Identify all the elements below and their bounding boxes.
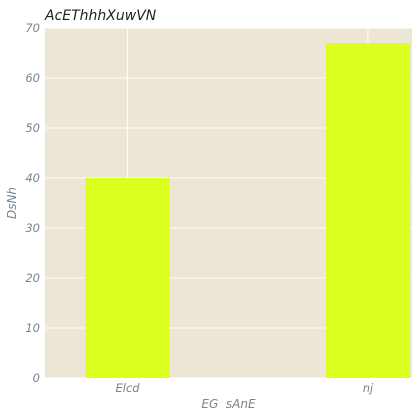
y-tick-label: 60 bbox=[25, 71, 40, 85]
y-axis-label: DsNh bbox=[5, 187, 19, 219]
bar-Elcd bbox=[85, 178, 170, 378]
y-tick-labels: 0 10 20 30 40 50 60 70 bbox=[25, 21, 40, 385]
x-tick-label: nj bbox=[363, 381, 374, 395]
x-axis-label: EG sAnE bbox=[201, 397, 256, 411]
y-tick-label: 50 bbox=[25, 121, 40, 135]
x-tick-labels: Elcd nj bbox=[116, 381, 374, 395]
y-tick-label: 30 bbox=[25, 221, 40, 235]
y-tick-label: 70 bbox=[25, 21, 40, 35]
x-tick-label: Elcd bbox=[116, 381, 141, 395]
y-tick-label: 0 bbox=[33, 371, 40, 385]
bars bbox=[85, 43, 410, 378]
y-tick-label: 10 bbox=[25, 321, 40, 335]
chart-title: AcEThhhXuwVN bbox=[44, 8, 157, 24]
y-tick-label: 20 bbox=[25, 271, 40, 285]
bar-nj bbox=[325, 43, 410, 378]
y-tick-label: 40 bbox=[25, 171, 40, 185]
